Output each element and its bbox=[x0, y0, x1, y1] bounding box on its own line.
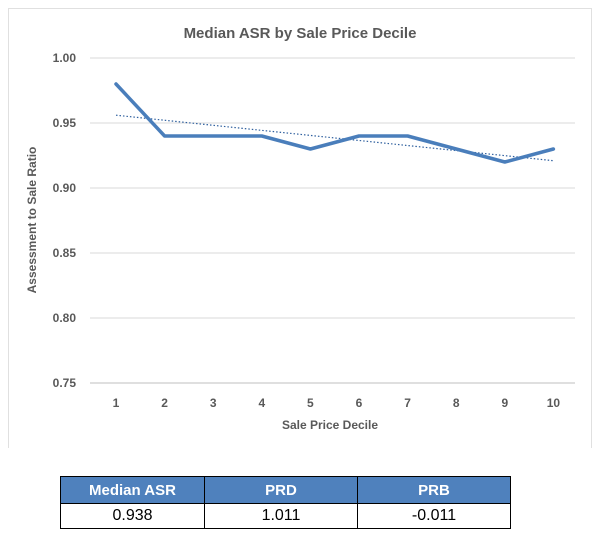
x-tick-label: 1 bbox=[113, 396, 120, 410]
x-tick-label: 8 bbox=[453, 396, 460, 410]
prd-value: 1.011 bbox=[204, 503, 358, 529]
chart-title: Median ASR by Sale Price Decile bbox=[184, 25, 417, 42]
y-tick-label: 0.90 bbox=[53, 181, 77, 195]
y-axis-ticks: 1.00 0.95 0.90 0.85 0.80 0.75 bbox=[53, 51, 77, 390]
chart-area bbox=[8, 8, 592, 448]
median-asr-value: 0.938 bbox=[60, 503, 205, 529]
series-line bbox=[114, 82, 556, 164]
y-tick-label: 0.85 bbox=[53, 246, 77, 260]
x-tick-label: 4 bbox=[258, 396, 265, 410]
y-tick-label: 0.75 bbox=[53, 376, 77, 390]
x-axis-ticks: 1 2 3 4 5 6 7 8 9 10 bbox=[113, 396, 561, 410]
gridlines bbox=[90, 57, 575, 384]
x-tick-label: 2 bbox=[161, 396, 168, 410]
trendline bbox=[115, 114, 554, 162]
x-axis-label: Sale Price Decile bbox=[282, 418, 378, 432]
median-asr-header: Median ASR bbox=[60, 476, 205, 504]
line-chart: Median ASR by Sale Price Decile 1.00 0.95… bbox=[25, 25, 575, 432]
prb-header: PRB bbox=[357, 476, 511, 504]
y-tick-label: 0.80 bbox=[53, 311, 77, 325]
y-tick-label: 1.00 bbox=[53, 51, 77, 65]
x-tick-label: 7 bbox=[404, 396, 411, 410]
prd-header: PRD bbox=[204, 476, 358, 504]
x-tick-label: 9 bbox=[501, 396, 508, 410]
stats-table: Median ASR PRD PRB 0.938 1.011 -0.011 bbox=[60, 476, 511, 529]
x-tick-label: 6 bbox=[356, 396, 363, 410]
y-axis-label: Assessment to Sale Ratio bbox=[25, 147, 39, 294]
x-tick-label: 3 bbox=[210, 396, 217, 410]
stats-value-row: 0.938 1.011 -0.011 bbox=[60, 503, 511, 529]
y-tick-label: 0.95 bbox=[53, 116, 77, 130]
prb-value: -0.011 bbox=[357, 503, 511, 529]
trendline-group bbox=[115, 114, 554, 162]
x-tick-label: 10 bbox=[547, 396, 561, 410]
x-tick-label: 5 bbox=[307, 396, 314, 410]
stats-header-row: Median ASR PRD PRB bbox=[60, 476, 511, 504]
series-group bbox=[114, 82, 556, 164]
